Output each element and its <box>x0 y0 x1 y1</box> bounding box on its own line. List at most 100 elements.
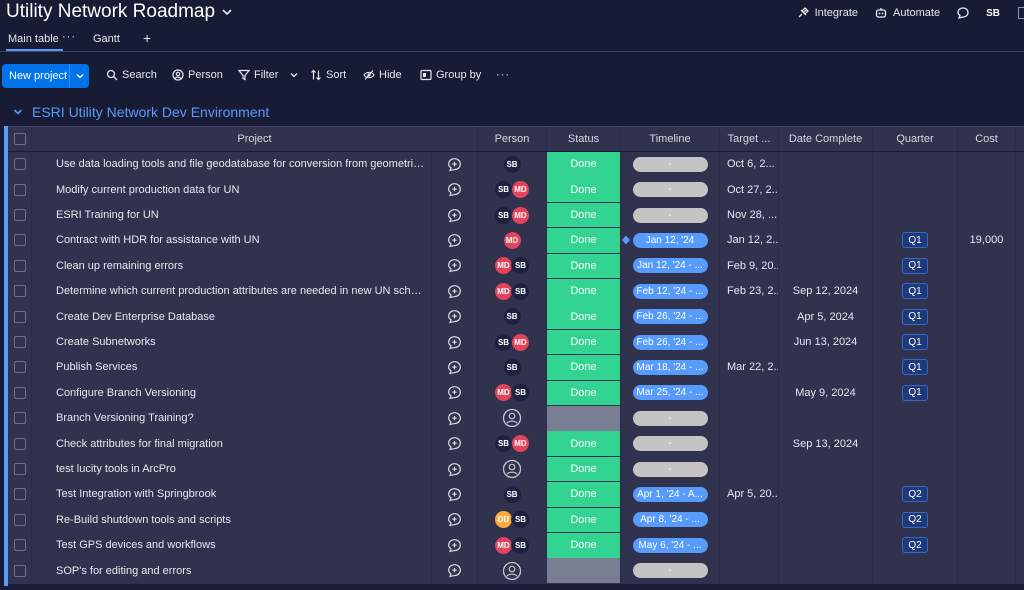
status-label[interactable]: Done <box>547 456 620 482</box>
person-cell[interactable]: SB <box>478 304 547 329</box>
timeline-cell[interactable]: May 6, '24 - ... <box>621 533 720 558</box>
timeline-cell[interactable]: Mar 25, '24 - ... <box>621 380 720 406</box>
more-options-button[interactable]: ··· <box>496 69 510 81</box>
cost-cell[interactable] <box>958 304 1016 329</box>
person-avatars[interactable]: MD SB <box>494 383 530 403</box>
quarter-cell[interactable]: Q2 <box>873 507 958 533</box>
sort-button[interactable]: Sort <box>310 69 346 81</box>
row-checkbox[interactable] <box>13 539 26 552</box>
target-cell[interactable]: Nov 28, ... <box>720 202 779 228</box>
table-row[interactable]: Modify current production data for UN SB M… <box>8 177 1024 203</box>
add-view-button[interactable]: + <box>143 30 152 46</box>
target-cell[interactable] <box>720 456 779 482</box>
chevron-down-icon[interactable] <box>12 106 24 118</box>
status-label[interactable]: Done <box>547 431 620 456</box>
column-header-date-complete[interactable]: Date Complete <box>779 127 873 150</box>
target-cell[interactable]: Jan 12, 2... <box>720 228 779 253</box>
status-cell[interactable]: Done <box>547 177 621 202</box>
filter-button[interactable]: Filter <box>238 69 300 81</box>
quarter-cell[interactable]: Q1 <box>873 304 958 329</box>
project-cell[interactable]: Modify current production data for UN <box>32 177 432 202</box>
row-checkbox[interactable] <box>13 209 26 222</box>
person-cell[interactable]: MD SB <box>478 253 547 279</box>
timeline-cell[interactable]: Feb 12, '24 - ... <box>621 279 720 304</box>
target-cell[interactable] <box>720 380 779 406</box>
quarter-cell[interactable]: Q1 <box>873 329 958 355</box>
row-checkbox[interactable] <box>13 336 26 349</box>
quarter-cell[interactable] <box>873 152 958 177</box>
status-cell[interactable]: Done <box>547 380 621 406</box>
updates-cell[interactable] <box>432 406 478 431</box>
new-project-dropdown[interactable] <box>69 64 89 88</box>
status-label[interactable]: Done <box>547 380 620 406</box>
updates-cell[interactable] <box>432 507 478 533</box>
target-cell[interactable] <box>720 329 779 355</box>
person-avatars[interactable]: MD SB <box>494 281 530 301</box>
person-cell[interactable] <box>478 558 547 583</box>
status-cell[interactable]: Done <box>547 152 621 177</box>
tab-options-button[interactable]: ··· <box>62 31 76 43</box>
updates-cell[interactable] <box>432 177 478 202</box>
quarter-cell[interactable]: Q1 <box>873 253 958 279</box>
status-cell[interactable]: Done <box>547 355 621 380</box>
column-header-cost[interactable]: Cost <box>958 127 1016 150</box>
updates-cell[interactable] <box>432 456 478 482</box>
row-checkbox[interactable] <box>13 285 26 298</box>
status-cell[interactable]: Done <box>547 279 621 304</box>
updates-cell[interactable] <box>432 228 478 253</box>
updates-cell[interactable] <box>432 431 478 456</box>
timeline-cell[interactable]: - <box>621 202 720 228</box>
timeline-cell[interactable]: Apr 8, '24 - ... <box>621 507 720 533</box>
target-cell[interactable]: Oct 6, 2... <box>720 152 779 177</box>
status-label[interactable]: Done <box>547 177 620 202</box>
quarter-tag[interactable]: Q1 <box>902 384 928 401</box>
date-complete-cell[interactable] <box>779 482 873 507</box>
status-cell[interactable]: Done <box>547 329 621 355</box>
person-cell[interactable]: MD SB <box>478 279 547 304</box>
status-label[interactable]: Done <box>547 152 620 177</box>
person-avatars[interactable]: SB <box>502 357 522 377</box>
date-complete-cell[interactable] <box>779 406 873 431</box>
status-label[interactable]: Done <box>547 507 620 533</box>
updates-cell[interactable] <box>432 558 478 583</box>
status-label[interactable]: Done <box>547 253 620 279</box>
person-cell[interactable]: MD SB <box>478 380 547 406</box>
column-header-quarter[interactable]: Quarter <box>873 127 958 150</box>
table-row[interactable]: ESRI Training for UN SB MD Done - Nov 28, ... <box>8 202 1024 229</box>
timeline-cell[interactable]: - <box>621 456 720 482</box>
chevron-down-icon[interactable] <box>288 69 300 81</box>
date-complete-cell[interactable]: May 9, 2024 <box>779 380 873 406</box>
updates-cell[interactable] <box>432 329 478 355</box>
timeline-cell[interactable]: Jan 12, '24 <box>621 228 720 253</box>
timeline-cell[interactable]: - <box>621 152 720 177</box>
project-cell[interactable]: Use data loading tools and file geodatab… <box>32 152 432 177</box>
target-cell[interactable]: Oct 27, 2... <box>720 177 779 202</box>
table-row[interactable]: Determine which current production attri… <box>8 279 1024 305</box>
updates-cell[interactable] <box>432 279 478 304</box>
status-cell[interactable] <box>547 558 621 583</box>
updates-cell[interactable] <box>432 380 478 406</box>
date-complete-cell[interactable] <box>779 355 873 380</box>
project-cell[interactable]: test lucity tools in ArcPro <box>32 456 432 482</box>
person-avatars[interactable]: MD SB <box>494 256 530 276</box>
status-cell[interactable]: Done <box>547 533 621 558</box>
table-row[interactable]: Branch Versioning Training? - <box>8 406 1024 432</box>
cost-cell[interactable] <box>958 456 1016 482</box>
table-row[interactable]: Create Dev Enterprise Database SB Done Feb … <box>8 304 1024 330</box>
status-label[interactable]: Done <box>547 482 620 507</box>
timeline-cell[interactable]: Jan 12, '24 - ... <box>621 253 720 279</box>
person-avatars[interactable]: MD <box>502 230 522 250</box>
target-cell[interactable] <box>720 558 779 583</box>
updates-cell[interactable] <box>432 253 478 279</box>
automate-button[interactable]: Automate <box>874 6 940 20</box>
search-button[interactable]: Search <box>106 69 157 81</box>
date-complete-cell[interactable] <box>779 507 873 533</box>
status-cell[interactable]: Done <box>547 253 621 279</box>
empty-person-icon[interactable] <box>502 561 522 581</box>
status-label[interactable]: Done <box>547 228 620 253</box>
table-row[interactable]: Publish Services SB Done Mar 18, '24 - ... M… <box>8 355 1024 381</box>
status-label[interactable]: Done <box>547 329 620 355</box>
person-cell[interactable] <box>478 456 547 482</box>
timeline-cell[interactable]: Apr 1, '24 - A... <box>621 482 720 507</box>
quarter-cell[interactable] <box>873 177 958 202</box>
